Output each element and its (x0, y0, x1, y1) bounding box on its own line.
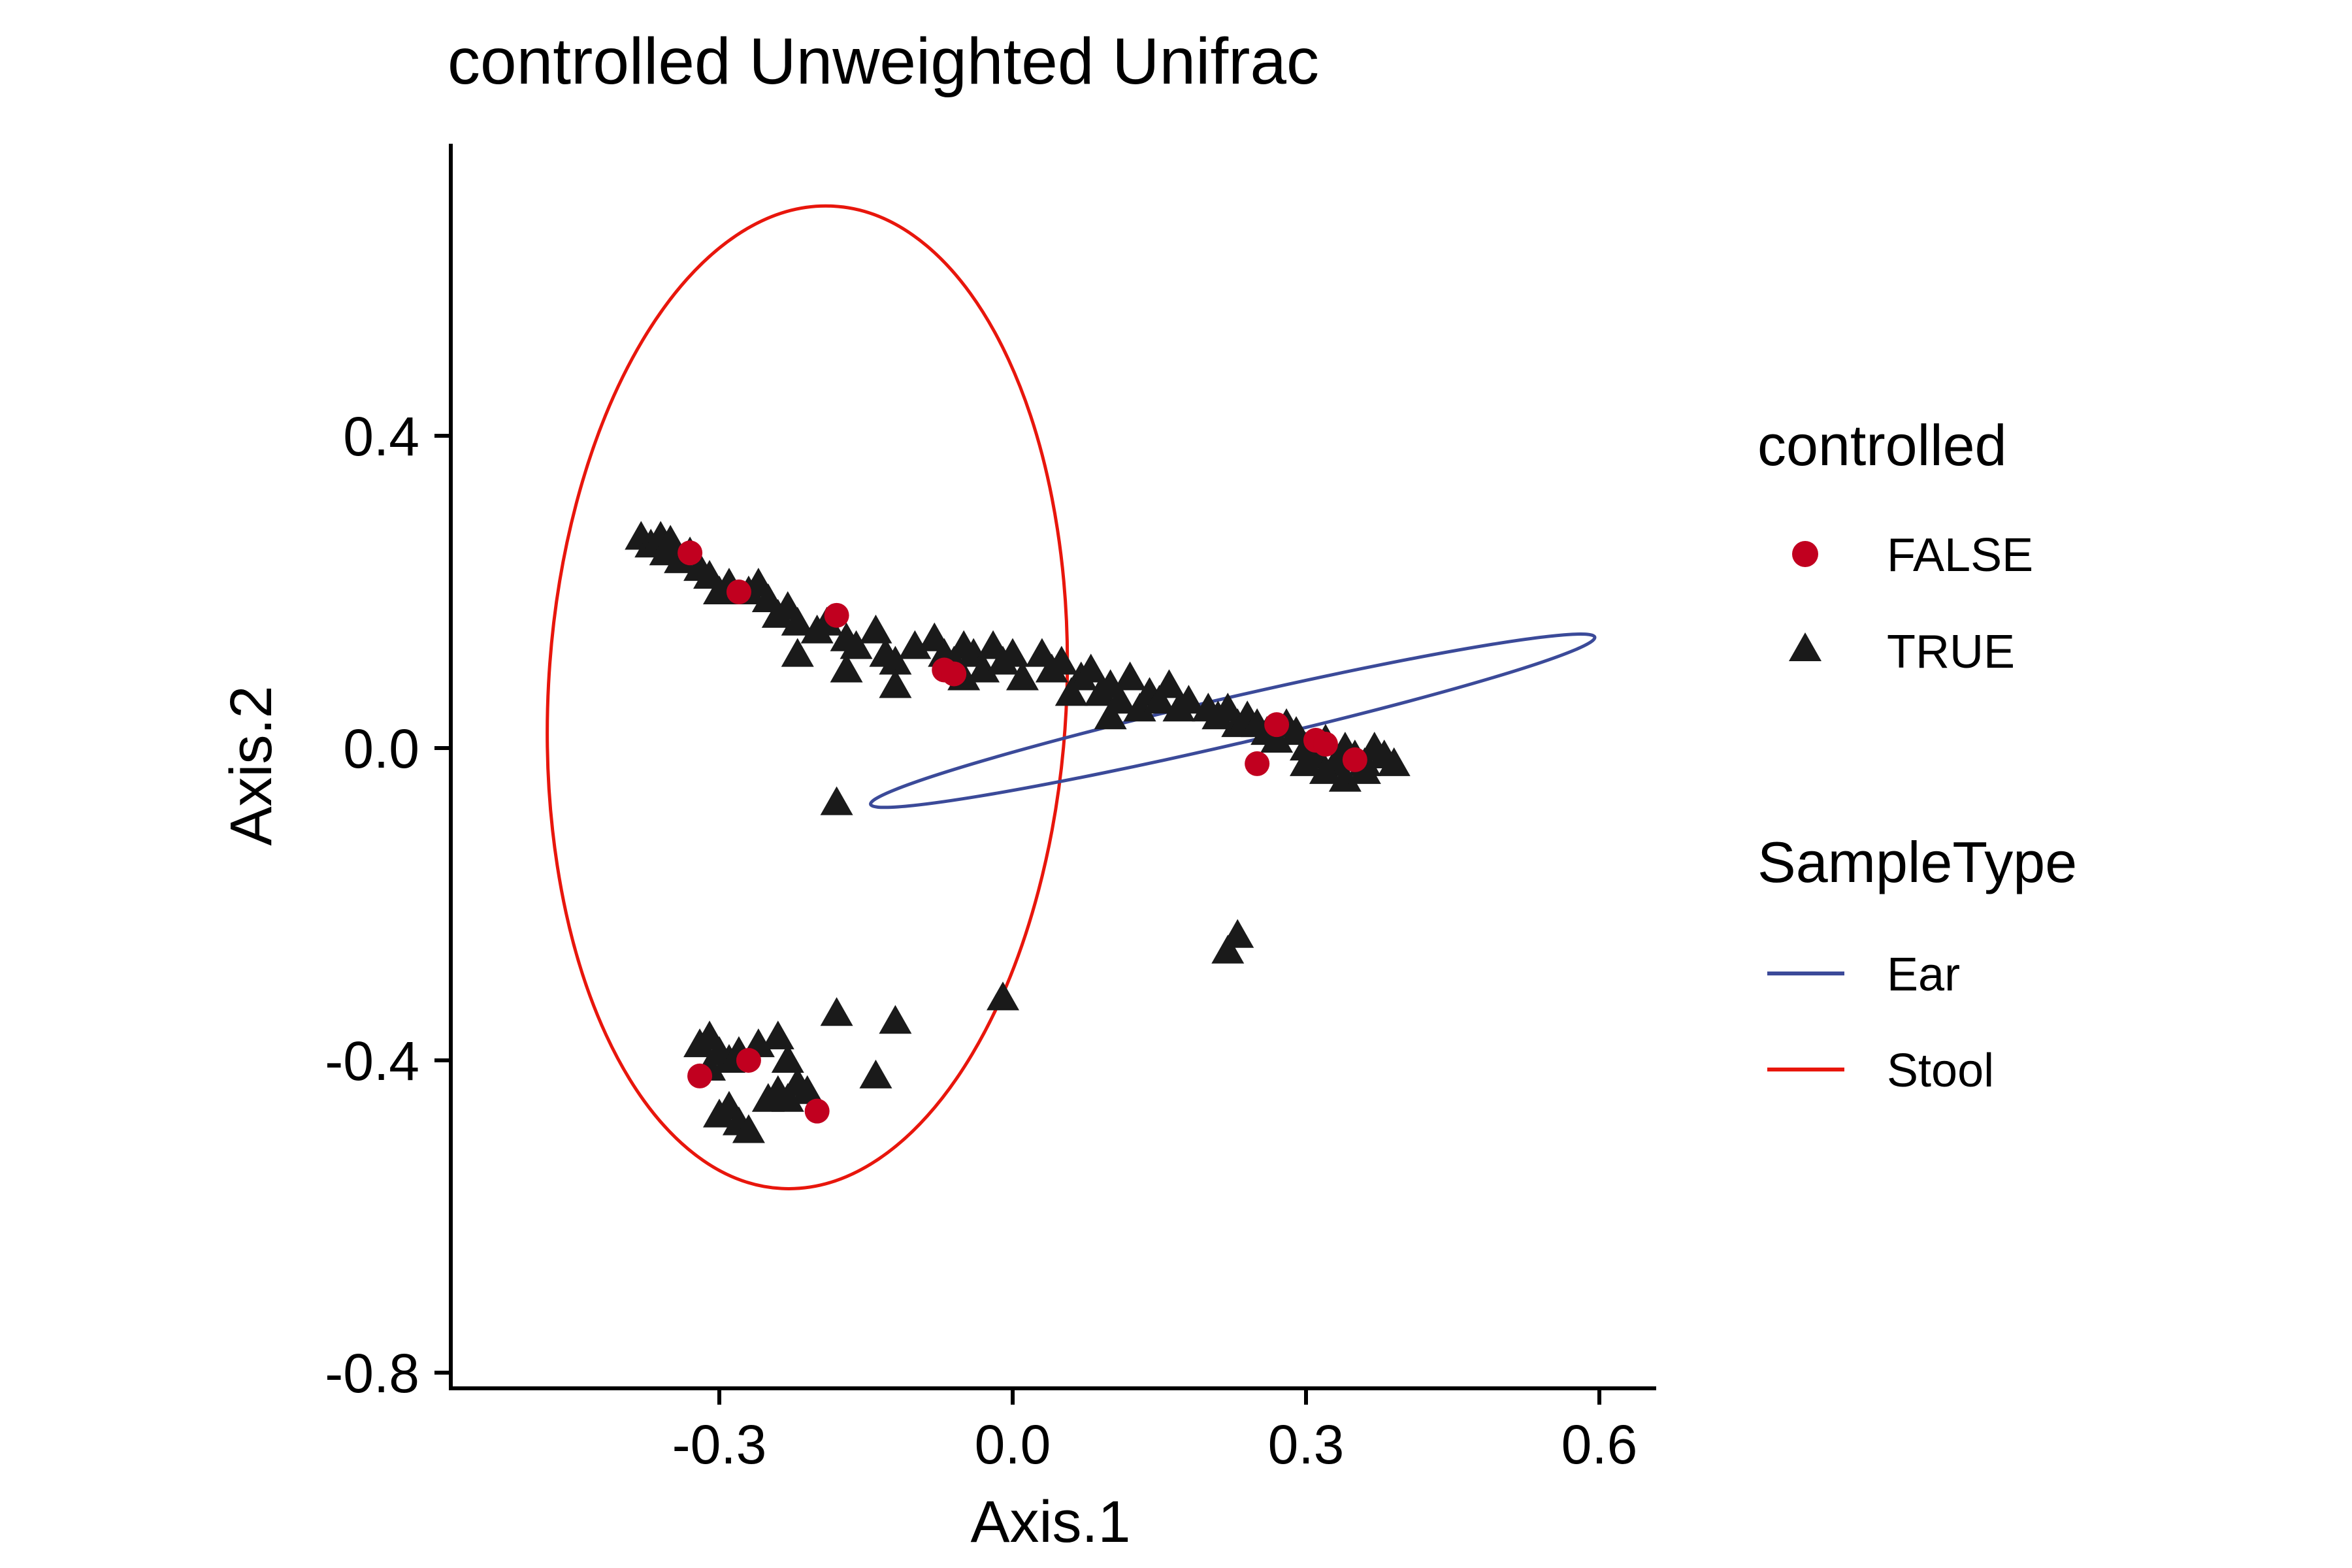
point-true (1054, 677, 1088, 706)
legend-sampletype: SampleType Ear Stool (1757, 830, 2077, 1097)
point-true (879, 1005, 912, 1034)
x-tick-label: 0.3 (1268, 1414, 1345, 1475)
point-true (859, 1059, 892, 1088)
point-true (840, 630, 873, 659)
x-tick-label: 0.6 (1561, 1414, 1638, 1475)
point-true (820, 786, 853, 815)
point-true (1123, 693, 1156, 722)
point-true (1309, 755, 1342, 784)
point-false (726, 580, 751, 604)
y-tick-label: 0.4 (343, 406, 419, 467)
point-true (1005, 661, 1039, 691)
point-false (687, 1063, 713, 1088)
point-false (1342, 747, 1367, 772)
point-true (1045, 645, 1078, 675)
point-true (781, 606, 814, 636)
point-true (1377, 747, 1411, 776)
point-true (1074, 653, 1107, 683)
point-true (751, 1083, 785, 1112)
x-tick-label: 0.0 (975, 1414, 1051, 1475)
y-tick-label: -0.8 (325, 1343, 419, 1404)
point-true (771, 1044, 804, 1073)
point-false (1264, 712, 1290, 738)
point-true (1290, 747, 1323, 776)
point-true (1172, 685, 1205, 714)
point-true (1152, 669, 1186, 698)
point-false (736, 1048, 761, 1073)
point-true (859, 614, 892, 644)
point-true (781, 638, 814, 667)
point-true (1348, 755, 1381, 784)
point-true (1094, 700, 1127, 730)
y-axis-title: Axis.2 (219, 685, 284, 845)
legend-controlled: controlled FALSE TRUE (1757, 413, 2033, 678)
chart-title: controlled Unweighted Unifrac (448, 25, 1319, 98)
point-true (1260, 724, 1294, 753)
point-false (1313, 732, 1338, 757)
point-true (879, 669, 912, 698)
point-true (820, 997, 853, 1026)
ellipse-stool (546, 204, 1070, 1190)
point-true (830, 653, 863, 683)
legend-label-true: TRUE (1887, 626, 2015, 678)
x-ticks: -0.3 0.0 0.3 0.6 (672, 1388, 1638, 1475)
legend-label-false: FALSE (1887, 529, 2033, 581)
point-false (941, 661, 967, 687)
point-true (1143, 685, 1176, 714)
point-true (1113, 661, 1147, 691)
point-true (732, 1114, 765, 1143)
point-true (654, 525, 687, 554)
axes: -0.3 0.0 0.3 0.6 0.4 0.0 -0.4 -0.8 (325, 144, 1656, 1475)
legend-false-circle-icon (1792, 541, 1818, 567)
point-true (996, 638, 1029, 667)
legend-title-sampletype: SampleType (1757, 830, 2077, 894)
point-true (987, 981, 1020, 1011)
plot-area (546, 204, 1597, 1190)
y-tick-label: -0.4 (325, 1030, 419, 1092)
point-false (678, 540, 703, 566)
point-layer (625, 521, 1411, 1143)
point-true (791, 1075, 824, 1104)
point-true (898, 630, 932, 659)
legend-true-triangle-icon (1789, 632, 1821, 661)
point-true (761, 1021, 794, 1050)
y-tick-label: 0.0 (343, 718, 419, 779)
y-ticks: 0.4 0.0 -0.4 -0.8 (325, 406, 451, 1404)
point-false (804, 1098, 830, 1124)
legend-label-ear: Ear (1887, 949, 1960, 1001)
point-true (879, 645, 912, 675)
point-true (1328, 762, 1362, 792)
legend-title-controlled: controlled (1757, 413, 2007, 478)
legend-label-stool: Stool (1887, 1045, 1994, 1097)
point-true (1211, 934, 1245, 964)
x-axis-title: Axis.1 (970, 1490, 1130, 1555)
x-tick-label: -0.3 (672, 1414, 767, 1475)
point-false (824, 602, 849, 628)
point-false (1245, 751, 1270, 776)
point-true (967, 653, 1000, 683)
